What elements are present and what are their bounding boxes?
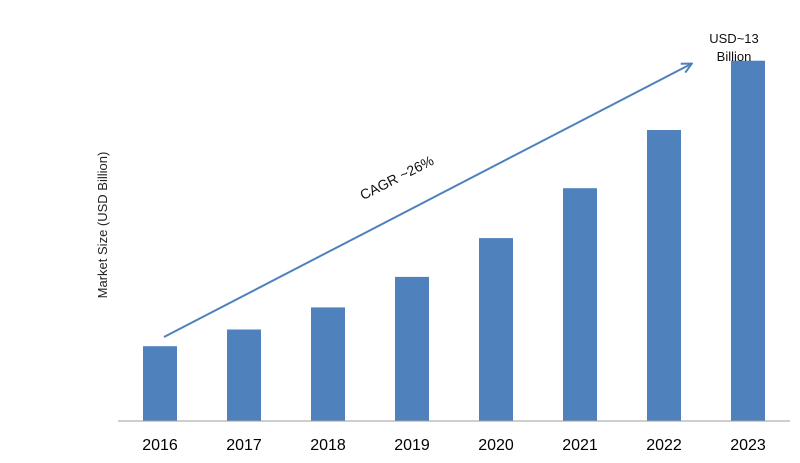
y-axis-label: Market Size (USD Billion) [95, 152, 110, 299]
bar-2016 [143, 346, 177, 421]
x-tick-label-2023: 2023 [730, 437, 766, 454]
end-value-label-line2: Billion [717, 49, 752, 64]
x-tick-label-2019: 2019 [394, 437, 430, 454]
x-tick-label-2016: 2016 [142, 437, 178, 454]
bar-2023 [731, 60, 765, 421]
cagr-arrow [163, 64, 691, 338]
bar-2020 [479, 238, 513, 421]
end-value-label-line1: USD~13 [709, 31, 759, 46]
x-tick-label-2021: 2021 [562, 437, 598, 454]
bar-2019 [395, 276, 429, 421]
x-tick-label-2018: 2018 [310, 437, 346, 454]
x-tick-label-2022: 2022 [646, 437, 682, 454]
bar-2021 [563, 188, 597, 421]
bars-group [143, 60, 765, 421]
bar-2017 [227, 329, 261, 421]
cagr-label: CAGR ~26% [357, 152, 436, 203]
bar-2018 [311, 307, 345, 421]
x-tick-label-2017: 2017 [226, 437, 262, 454]
x-tick-labels: 2016 2017 2018 2019 2020 2021 2022 2023 [142, 437, 766, 454]
x-tick-label-2020: 2020 [478, 437, 514, 454]
bar-2022 [647, 130, 681, 421]
